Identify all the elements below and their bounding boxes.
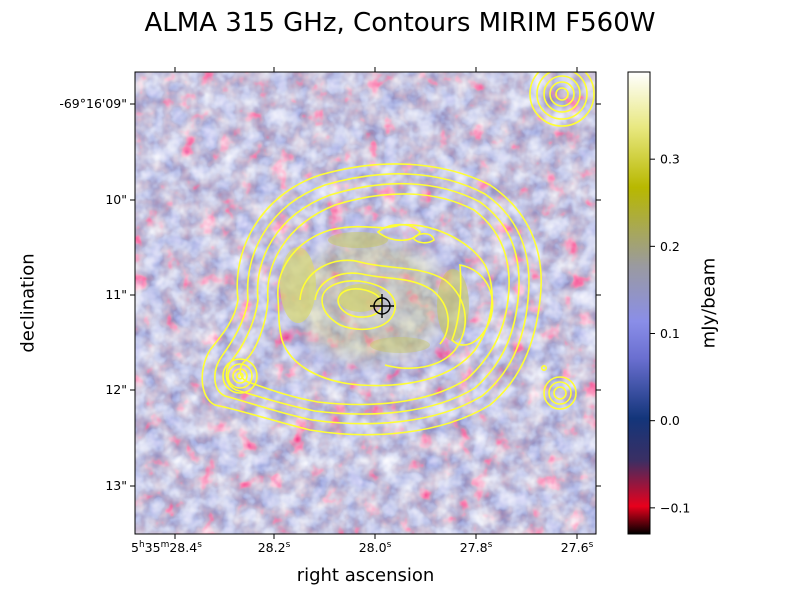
image-panel — [135, 72, 596, 534]
contour-outer-4 — [239, 193, 510, 406]
colorbar-tick-label-3: 0.2 — [660, 239, 680, 254]
contour-top-blob — [376, 223, 421, 242]
colorbar-tick-label-4: 0.3 — [660, 152, 680, 167]
axis-ticks — [130, 67, 601, 539]
y-tick-label-3: 12" — [105, 382, 127, 397]
colorbar-tick-label-1: 0.0 — [660, 413, 680, 428]
colorbar-gradient — [627, 71, 651, 535]
x-axis-label: right ascension — [296, 565, 435, 586]
colorbar-ticks: −0.1 0.0 0.1 0.2 0.3 — [650, 152, 690, 515]
colorbar: −0.1 0.0 0.1 0.2 0.3 — [627, 71, 690, 535]
colorbar-label: mJy/beam — [698, 257, 720, 349]
contour-top-blob-2 — [411, 232, 435, 244]
contour-star-topright — [529, 72, 595, 127]
x-tick-label-2: 28.0s — [359, 540, 392, 555]
emission-features — [260, 210, 480, 390]
y-tick-label-2: 11" — [105, 287, 127, 302]
contour-inner-arc-2 — [314, 272, 449, 345]
crosshair-marker — [370, 294, 394, 318]
x-tick-label-3: 27.8s — [460, 540, 493, 555]
contour-core — [321, 280, 396, 331]
contour-star-right — [540, 364, 577, 410]
contour-right-arm — [451, 264, 494, 346]
contour-inner-arc — [299, 259, 466, 370]
y-tick-label-1: 10" — [105, 192, 127, 207]
colorbar-tick-label-2: 0.1 — [660, 326, 680, 341]
contour-star-left — [222, 358, 258, 394]
y-tick-label-4: 13" — [105, 478, 127, 493]
contours — [201, 72, 595, 436]
contour-ring — [277, 223, 493, 387]
contour-outer — [201, 163, 542, 436]
y-axis-label: declination — [17, 253, 39, 353]
x-tick-label-0: 5h35m28.4s — [131, 540, 202, 555]
contour-outer-2 — [214, 173, 530, 425]
contour-outer-3 — [225, 182, 520, 415]
colorbar-tick-label-0: −0.1 — [660, 500, 690, 515]
chart-title: ALMA 315 GHz, Contours MIRIM F560W — [144, 8, 656, 38]
x-tick-label-4: 27.6s — [561, 540, 594, 555]
plot-frame — [134, 71, 597, 535]
contour-core-2 — [337, 288, 383, 318]
y-tick-label-0: -69°16'09" — [59, 96, 127, 111]
x-tick-label-1: 28.2s — [258, 540, 291, 555]
